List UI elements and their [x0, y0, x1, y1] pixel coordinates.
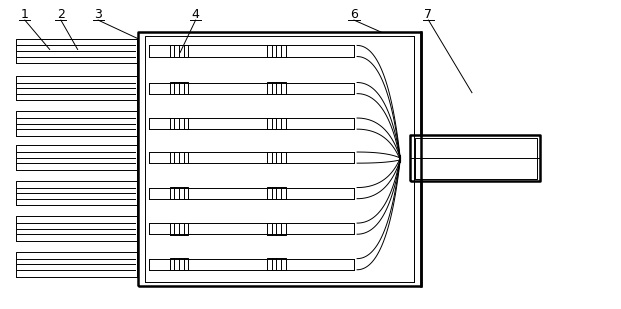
Text: 2: 2 [57, 8, 65, 21]
Text: 3: 3 [94, 8, 102, 21]
Text: 1: 1 [21, 8, 29, 21]
Text: 7: 7 [425, 8, 432, 21]
Text: 4: 4 [192, 8, 199, 21]
Text: 6: 6 [350, 8, 358, 21]
